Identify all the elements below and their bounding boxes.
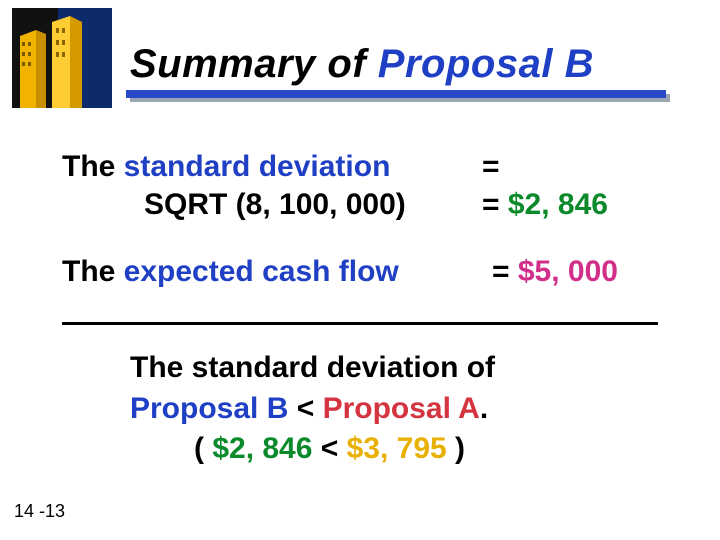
title-prefix: Summary of — [130, 42, 378, 86]
buildings-icon — [12, 8, 112, 108]
row-expected-cf: The expected cash flow = $5, 000 — [62, 253, 680, 291]
concl-prop-b: Proposal B — [130, 392, 288, 425]
concl-period: . — [480, 392, 488, 425]
row3-emph: expected cash flow — [124, 255, 399, 288]
title: Summary of Proposal B — [130, 42, 594, 86]
row3-prefix: The — [62, 255, 124, 288]
row3-rhs: = $5, 000 — [492, 253, 680, 291]
conclusion-line3: ( $2, 846 < $3, 795 ) — [130, 429, 660, 470]
row-sqrt: SQRT (8, 100, 000) = $2, 846 — [62, 186, 680, 224]
row2-rhs: = $2, 846 — [482, 186, 680, 224]
concl-prop-a: Proposal A — [323, 392, 480, 425]
divider — [62, 322, 658, 325]
row-std-dev: The standard deviation = — [62, 148, 680, 186]
row2-lhs: SQRT (8, 100, 000) — [62, 186, 482, 224]
row3-value: $5, 000 — [518, 255, 618, 288]
row1-prefix: The — [62, 150, 124, 183]
row1-lhs: The standard deviation — [62, 148, 482, 186]
concl-v2: $3, 795 — [347, 432, 447, 465]
title-emph: Proposal B — [378, 42, 594, 86]
concl-v1: $2, 846 — [212, 432, 312, 465]
slide: Summary of Proposal B The standard devia… — [0, 0, 720, 540]
conclusion-line2: Proposal B < Proposal A. — [130, 389, 660, 430]
concl-close: ) — [447, 432, 465, 465]
concl-lt2: < — [312, 432, 346, 465]
row3-lhs: The expected cash flow — [62, 253, 492, 291]
conclusion: The standard deviation of Proposal B < P… — [130, 348, 660, 470]
row1-rhs: = — [482, 148, 680, 186]
row2-rhs-prefix: = — [482, 188, 508, 221]
title-wrap: Summary of Proposal B — [130, 42, 700, 87]
page-number: 14 -13 — [14, 501, 65, 522]
concl-open: ( — [194, 432, 212, 465]
conclusion-line1: The standard deviation of — [130, 348, 660, 389]
spacer — [62, 225, 680, 253]
concl-lt1: < — [288, 392, 322, 425]
body: The standard deviation = SQRT (8, 100, 0… — [62, 148, 680, 291]
title-thumbnail — [12, 8, 112, 108]
row3-rhs-prefix: = — [492, 255, 518, 288]
row2-value: $2, 846 — [508, 188, 608, 221]
row1-emph: standard deviation — [124, 150, 391, 183]
title-rule — [126, 90, 666, 98]
